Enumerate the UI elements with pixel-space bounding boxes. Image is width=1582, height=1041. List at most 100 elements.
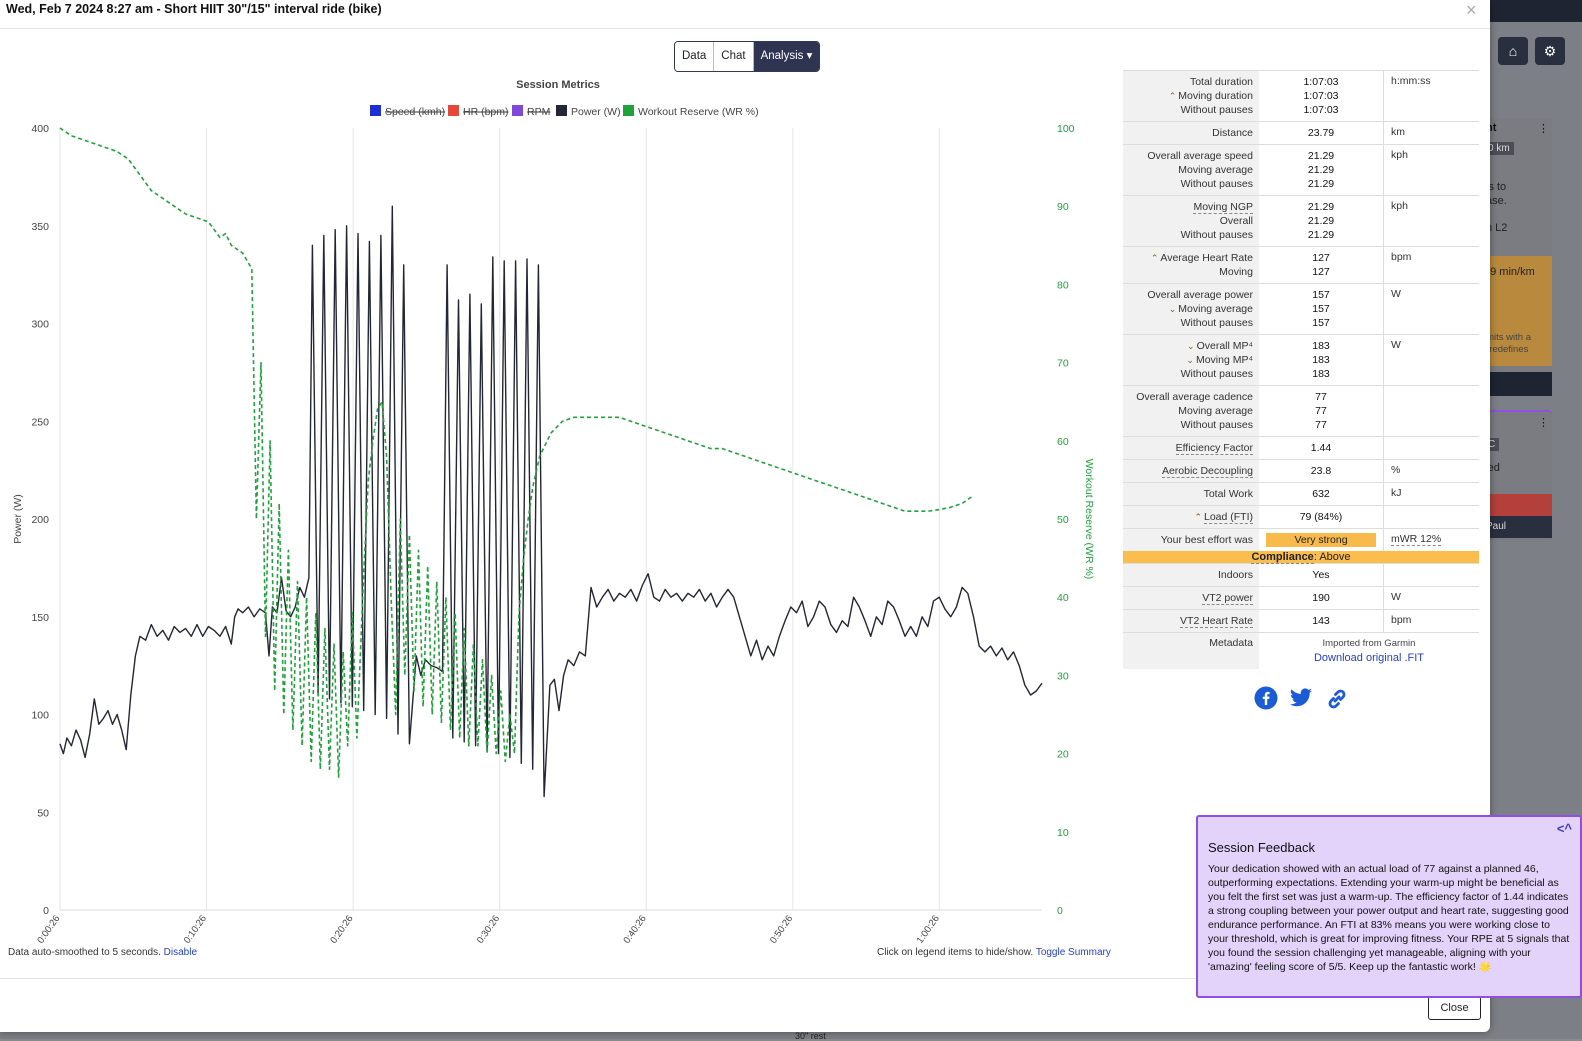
caret-up-icon[interactable]: ⌃ xyxy=(1168,91,1177,101)
legend-swatch xyxy=(556,105,567,116)
metric-value: 1:07:03 xyxy=(1303,76,1339,88)
y-tick-label: 150 xyxy=(31,612,49,624)
metric-unit-text: bpm xyxy=(1391,614,1412,626)
metric-label-text: VT2 Heart Rate xyxy=(1180,615,1253,628)
summary-labels: ⌃ Load (FTI) xyxy=(1123,505,1259,529)
metric-label: ⌃ Moving duration xyxy=(1125,89,1253,103)
metric-unit-text: kJ xyxy=(1391,487,1402,499)
metric-label: Moving xyxy=(1125,265,1253,279)
metric-unit xyxy=(1383,505,1479,529)
close-icon[interactable]: × xyxy=(1466,0,1477,20)
summary-labels: Overall average power ⌄ Moving average With… xyxy=(1123,283,1259,335)
legend-swatch xyxy=(448,105,459,116)
metric-value: 21.29 xyxy=(1307,229,1335,241)
metric-value: 21.29 xyxy=(1307,215,1335,227)
metric-value: Yes xyxy=(1312,569,1330,581)
download-fit-link[interactable]: Download original .FIT xyxy=(1313,652,1425,664)
bg-card-footer xyxy=(1478,372,1552,396)
summary-labels: Your best effort was xyxy=(1123,528,1259,551)
legend-hint: Click on legend items to hide/show. Togg… xyxy=(877,947,1111,958)
metric-label-text: Overall MP⁴ xyxy=(1196,340,1253,352)
bg-card-l2: n L2 xyxy=(1486,222,1508,234)
caret-down-icon[interactable]: ⌄ xyxy=(1186,355,1194,365)
y-tick-label: 0 xyxy=(43,905,49,917)
chart-title: Session Metrics xyxy=(516,79,600,91)
smoothing-note: Data auto-smoothed to 5 seconds. Disable xyxy=(8,947,197,958)
y-tick-label: 350 xyxy=(31,221,49,233)
summary-labels: ⌄ Overall MP⁴ ⌄ Moving MP⁴ Without pauses xyxy=(1123,334,1259,386)
metric-label: Moving average xyxy=(1125,163,1253,177)
summary-row: Your best effort was Very strong mWR 12% xyxy=(1123,528,1479,551)
legend-item-1[interactable]: HR (bpm) xyxy=(448,105,509,118)
title-divider xyxy=(0,28,1490,29)
facebook-icon[interactable] xyxy=(1254,686,1278,710)
metric-value: 21.29 xyxy=(1307,178,1335,190)
metric-label: VT2 Heart Rate xyxy=(1125,614,1253,628)
metric-unit: kph xyxy=(1383,144,1479,196)
metric-label-text: Efficiency Factor xyxy=(1175,442,1253,455)
legend-hint-text: Click on legend items to hide/show. xyxy=(877,947,1034,958)
home-icon[interactable]: ⌂ xyxy=(1498,37,1528,65)
disable-smoothing-link[interactable]: Disable xyxy=(163,947,198,958)
legend-item-2[interactable]: RPM xyxy=(512,105,550,118)
summary-values: 190 xyxy=(1259,586,1384,610)
power-series-line xyxy=(59,205,1043,798)
y2-tick-label: 60 xyxy=(1057,436,1069,448)
x-tick-label: 0:50:26 xyxy=(768,913,795,945)
summary-values: 77 77 77 xyxy=(1259,385,1384,437)
caret-up-icon[interactable]: ⌃ xyxy=(1194,512,1202,522)
metric-unit-text: bpm xyxy=(1391,251,1412,263)
bg-card-badge: 0 km xyxy=(1484,142,1514,155)
session-modal: Wed, Feb 7 2024 8:27 am - Short HIIT 30"… xyxy=(0,0,1490,1032)
summary-labels: Overall average speed Moving average Witho… xyxy=(1123,144,1259,196)
metric-label: Total duration xyxy=(1125,75,1253,89)
summary-values: 183 183 183 xyxy=(1259,334,1384,386)
y2-tick-label: 20 xyxy=(1057,749,1069,761)
metric-label: Overall average cadence xyxy=(1125,390,1253,404)
kebab-menu-icon[interactable]: ⋮ xyxy=(1538,123,1549,135)
toggle-summary-link[interactable]: Toggle Summary xyxy=(1035,947,1111,958)
y2-tick-label: 40 xyxy=(1057,592,1069,604)
legend-item-0[interactable]: Speed (kmh) xyxy=(370,105,445,118)
kebab-menu-icon-2[interactable]: ⋮ xyxy=(1538,417,1549,429)
metric-label: ⌄ Overall MP⁴ xyxy=(1125,339,1253,353)
summary-row: VT2 Heart Rate 143 bpm xyxy=(1123,609,1479,633)
metric-label-text: Without pauses xyxy=(1180,178,1253,190)
metric-value: 157 xyxy=(1312,303,1330,315)
legend-item-4[interactable]: Workout Reserve (WR %) xyxy=(623,105,759,118)
y2-tick-label: 30 xyxy=(1057,670,1069,682)
tab-data[interactable]: Data xyxy=(675,42,715,71)
modal-title: Wed, Feb 7 2024 8:27 am - Short HIIT 30"… xyxy=(6,2,382,16)
metric-value: 157 xyxy=(1312,289,1330,301)
metric-label-text: Aerobic Decoupling xyxy=(1161,465,1253,478)
y2-axis-title: Workout Reserve (WR %) xyxy=(1083,459,1095,580)
x-tick-label: 0:20:26 xyxy=(328,913,355,945)
tab-analysis[interactable]: Analysis ▾ xyxy=(753,42,820,71)
metric-unit-text: W xyxy=(1391,288,1401,300)
session-feedback-panel: <^ Session Feedback Your dedication show… xyxy=(1196,815,1582,998)
metric-label-text: Without pauses xyxy=(1180,368,1253,380)
caret-down-icon[interactable]: ⌄ xyxy=(1187,341,1195,351)
metric-label: Without pauses xyxy=(1125,367,1253,381)
close-button[interactable]: Close xyxy=(1428,996,1481,1020)
metric-unit: kJ xyxy=(1383,482,1479,506)
chevron-collapse-icon[interactable]: <^ xyxy=(1556,821,1572,836)
metric-value: 1:07:03 xyxy=(1303,90,1339,102)
metric-label: Indoors xyxy=(1125,568,1253,582)
metric-value: 77 xyxy=(1315,391,1327,403)
gear-icon[interactable]: ⚙ xyxy=(1535,37,1565,65)
summary-row: Efficiency Factor 1.44 xyxy=(1123,436,1479,460)
metric-unit: bpm xyxy=(1383,609,1479,633)
twitter-icon[interactable] xyxy=(1288,686,1314,710)
metric-label-text: Without pauses xyxy=(1180,317,1253,329)
caret-up-icon[interactable]: ⌃ xyxy=(1150,253,1159,263)
caret-down-icon[interactable]: ⌄ xyxy=(1168,304,1177,314)
link-icon[interactable] xyxy=(1324,686,1350,712)
summary-labels: Overall average cadence Moving average Wit… xyxy=(1123,385,1259,437)
y2-tick-label: 70 xyxy=(1057,358,1069,370)
metric-label: Efficiency Factor xyxy=(1125,441,1253,455)
tab-chat[interactable]: Chat xyxy=(714,42,754,71)
legend-item-3[interactable]: Power (W) xyxy=(556,105,621,118)
summary-row: ⌃ Load (FTI) 79 (84%) xyxy=(1123,505,1479,529)
